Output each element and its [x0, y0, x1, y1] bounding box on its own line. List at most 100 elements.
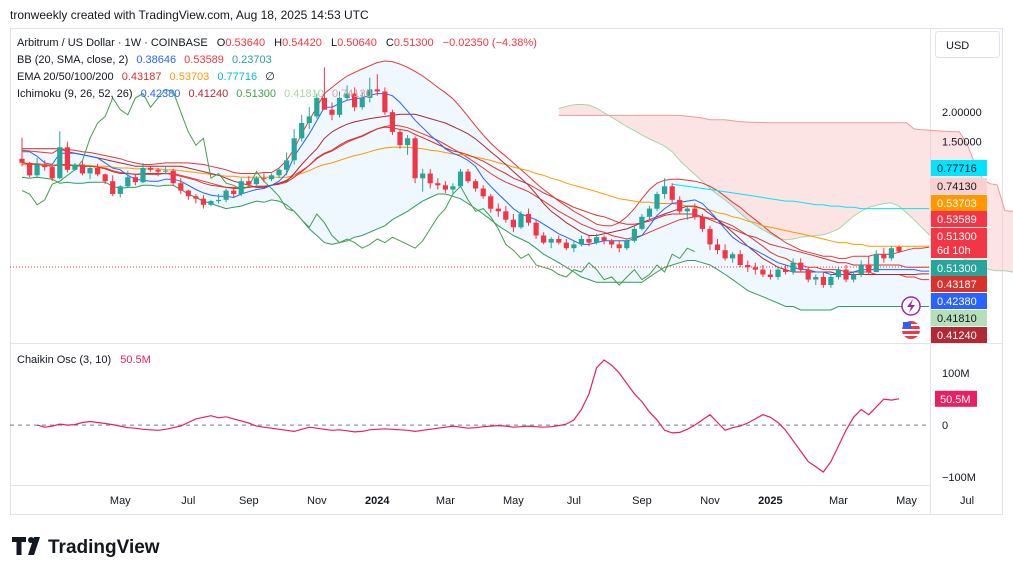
legend-symbol-row[interactable]: Arbitrum / US Dollar · 1W · COINBASE O0.…: [17, 37, 537, 49]
candle[interactable]: [714, 239, 721, 255]
candle[interactable]: [548, 237, 554, 249]
candle[interactable]: [72, 162, 78, 171]
candle[interactable]: [374, 74, 380, 96]
candle[interactable]: [495, 203, 501, 217]
candle[interactable]: [132, 173, 138, 186]
candle[interactable]: [873, 250, 879, 273]
candle[interactable]: [284, 152, 290, 176]
candle[interactable]: [798, 258, 804, 272]
candle[interactable]: [775, 267, 781, 280]
candle[interactable]: [533, 219, 539, 239]
candle[interactable]: [253, 176, 259, 186]
candle[interactable]: [435, 178, 441, 190]
candle[interactable]: [170, 168, 176, 186]
lightning-icon[interactable]: [901, 296, 921, 316]
candle[interactable]: [231, 187, 237, 198]
candle[interactable]: [49, 166, 55, 182]
candle[interactable]: [299, 114, 305, 142]
candle[interactable]: [147, 166, 154, 172]
candle[interactable]: [805, 267, 811, 283]
candle[interactable]: [185, 189, 191, 200]
candle[interactable]: [79, 161, 86, 176]
candle[interactable]: [208, 199, 214, 207]
candle[interactable]: [352, 87, 358, 112]
candle[interactable]: [609, 239, 615, 249]
candle[interactable]: [19, 137, 25, 167]
candle[interactable]: [405, 135, 411, 155]
candle[interactable]: [276, 168, 282, 179]
candle[interactable]: [420, 168, 426, 192]
candle[interactable]: [745, 260, 751, 273]
candle[interactable]: [639, 214, 645, 231]
candle[interactable]: [601, 235, 607, 245]
candle[interactable]: [669, 183, 675, 204]
candle[interactable]: [518, 211, 524, 229]
candle[interactable]: [813, 274, 819, 286]
candle[interactable]: [27, 162, 33, 178]
candle[interactable]: [541, 232, 547, 245]
candle[interactable]: [820, 272, 826, 288]
candle[interactable]: [321, 67, 327, 110]
price-axis[interactable]: 2.00000 1.50000: [942, 107, 982, 149]
candle[interactable]: [110, 175, 116, 197]
candle[interactable]: [465, 168, 471, 184]
candle[interactable]: [699, 214, 705, 233]
candle[interactable]: [578, 235, 584, 247]
candle[interactable]: [480, 185, 486, 199]
candle[interactable]: [87, 166, 93, 180]
candle[interactable]: [178, 178, 184, 194]
candle[interactable]: [707, 225, 713, 251]
candle[interactable]: [828, 274, 834, 288]
candle[interactable]: [64, 141, 70, 173]
candle[interactable]: [488, 194, 494, 213]
candle[interactable]: [896, 245, 902, 253]
candle[interactable]: [246, 176, 252, 187]
candle[interactable]: [510, 214, 516, 233]
candle[interactable]: [866, 256, 872, 275]
legend-ichimoku-row[interactable]: Ichimoku (9, 26, 52, 26) 0.42380 0.41240…: [17, 88, 372, 100]
currency-button[interactable]: USD: [935, 31, 1000, 58]
candle[interactable]: [450, 183, 456, 194]
candle[interactable]: [397, 128, 403, 149]
candle[interactable]: [117, 185, 123, 198]
time-axis[interactable]: May Jul Sep Nov 2024 Mar May Jul Sep Nov 2025 Mar Ma…: [110, 495, 1013, 507]
candle[interactable]: [155, 168, 161, 177]
candle[interactable]: [95, 163, 101, 177]
candle[interactable]: [851, 272, 857, 283]
candle[interactable]: [382, 87, 388, 115]
candle[interactable]: [457, 168, 464, 188]
candle[interactable]: [586, 235, 592, 247]
legend-ema-row[interactable]: EMA 20/50/100/200 0.43187 0.53703 0.7771…: [17, 71, 275, 83]
candle[interactable]: [359, 91, 365, 110]
candle[interactable]: [525, 208, 532, 226]
tradingview-logo[interactable]: TradingView: [12, 537, 160, 558]
candle[interactable]: [268, 173, 275, 182]
candle[interactable]: [261, 173, 267, 183]
candle[interactable]: [631, 225, 637, 243]
candle[interactable]: [790, 258, 796, 275]
candle[interactable]: [684, 206, 690, 220]
candle[interactable]: [767, 269, 773, 280]
candle[interactable]: [858, 260, 864, 278]
candle[interactable]: [677, 196, 683, 214]
candle[interactable]: [843, 265, 849, 283]
candle[interactable]: [881, 248, 887, 263]
candle[interactable]: [624, 239, 630, 251]
candle[interactable]: [473, 179, 479, 192]
candle[interactable]: [34, 157, 40, 179]
candle[interactable]: [163, 166, 169, 175]
legend-bb-row[interactable]: BB (20, SMA, close, 2) 0.38646 0.53589 0…: [17, 54, 272, 66]
candle[interactable]: [344, 85, 350, 101]
candle[interactable]: [102, 173, 108, 185]
candles[interactable]: [19, 67, 902, 288]
oscillator-legend[interactable]: Chaikin Osc (3, 10) 50.5M: [17, 354, 151, 366]
candle[interactable]: [730, 252, 736, 263]
candle[interactable]: [760, 265, 766, 277]
candle[interactable]: [291, 128, 297, 165]
candle[interactable]: [367, 77, 373, 103]
candle[interactable]: [412, 136, 418, 184]
candle[interactable]: [692, 203, 698, 220]
candle[interactable]: [57, 131, 63, 180]
candle[interactable]: [389, 109, 395, 136]
